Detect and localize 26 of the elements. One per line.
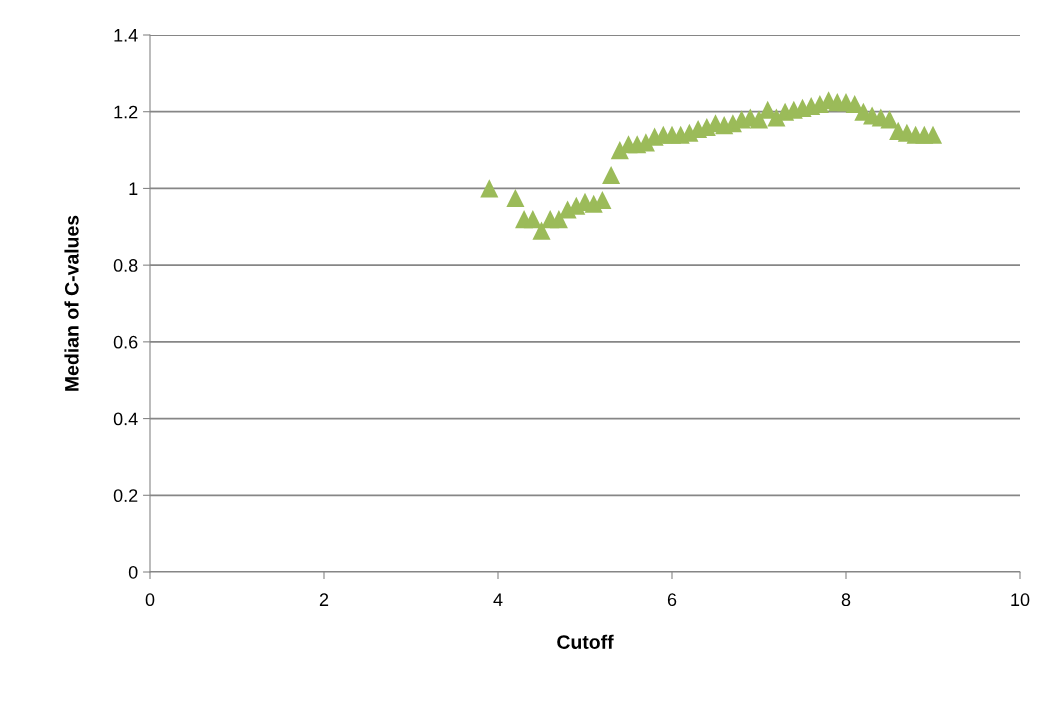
x-tick-label: 6	[667, 593, 677, 607]
point	[480, 179, 499, 198]
point	[523, 210, 542, 229]
y-tick-label: 0.6	[113, 335, 138, 349]
x-axis-title: Cutoff	[557, 634, 614, 649]
x-tick-label: 0	[145, 593, 155, 607]
x-tick-label: 4	[493, 593, 503, 606]
point	[880, 110, 899, 129]
y-tick-label: 0.8	[113, 259, 138, 272]
y-axis-title: Median of C-values	[64, 215, 79, 391]
y-tick-label: 1.4	[114, 29, 138, 42]
point	[532, 221, 551, 240]
point	[602, 165, 621, 185]
point	[845, 94, 864, 114]
y-tick-label: 1	[129, 182, 138, 195]
point	[506, 188, 525, 208]
point	[549, 210, 568, 229]
y-tick-label: 1.2	[114, 105, 138, 119]
y-tick-label: 0	[128, 565, 138, 579]
y-tick-label: 0.4	[113, 412, 138, 426]
x-tick-label: 2	[319, 593, 329, 606]
point	[923, 125, 943, 144]
y-tick-label: 0.2	[113, 489, 138, 503]
x-tick-label: 10	[1011, 593, 1030, 607]
x-tick-label: 8	[841, 593, 851, 607]
point	[749, 110, 769, 129]
